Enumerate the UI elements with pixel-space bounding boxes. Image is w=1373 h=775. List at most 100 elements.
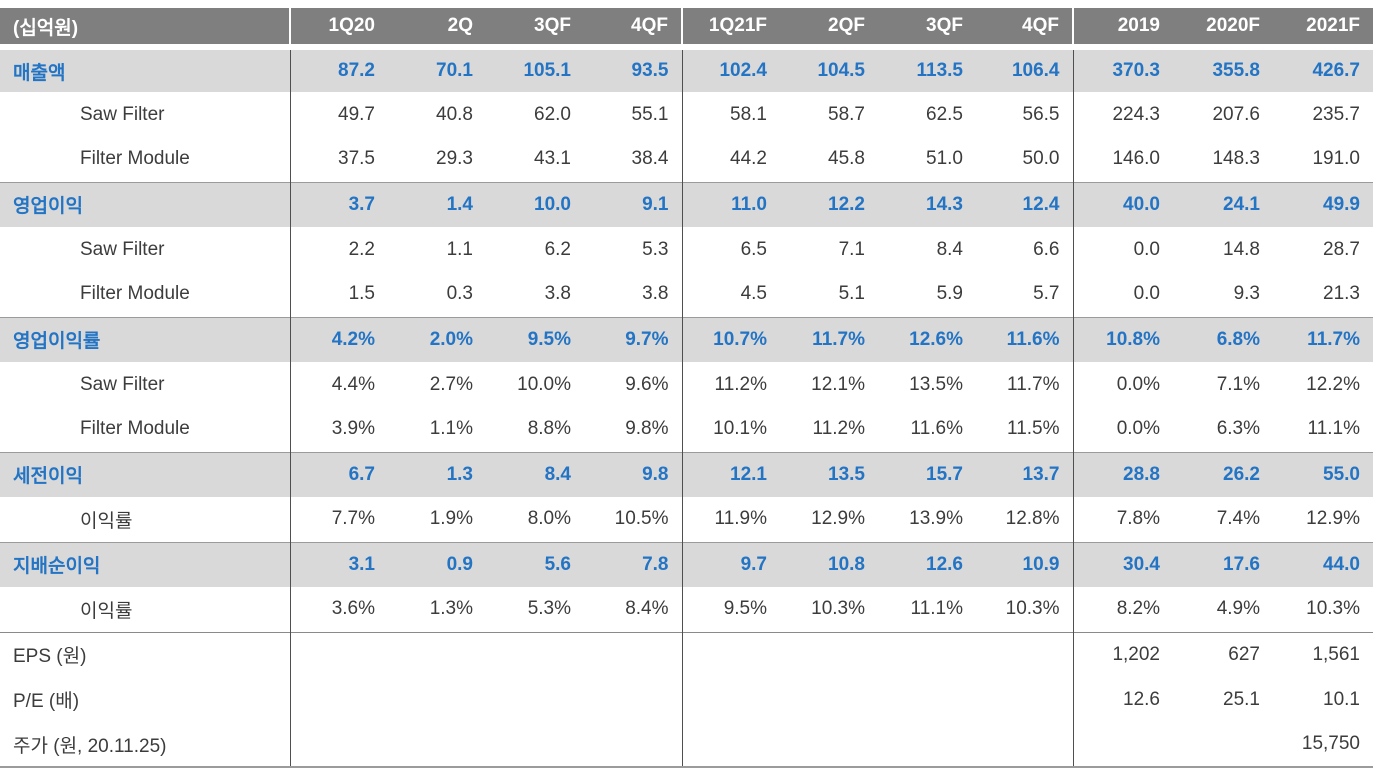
value-cell: 9.7 [681,541,780,587]
value-cell: 21.3 [1273,272,1373,317]
value-cell: 370.3 [1072,44,1173,92]
value-cell: 10.5% [584,497,682,542]
value-cell: 9.1 [584,181,682,227]
value-cell: 6.8% [1173,316,1273,362]
value-cell: 14.3 [878,181,976,227]
value-cell: 17.6 [1173,541,1273,587]
value-cell: 37.5 [289,137,388,182]
row-label: 지배순이익 [0,541,290,587]
value-cell [976,677,1073,722]
table-row: Saw Filter 2.2 1.1 6.2 5.3 6.5 7.1 8.4 6.6 0.0 14.… [0,227,1373,272]
value-cell: 105.1 [486,44,584,92]
value-cell: 11.7% [976,362,1073,407]
table-body: 매출액 87.2 70.1 105.1 93.5 102.4 104.5 113.5 106.4… [0,44,1373,768]
value-cell: 13.5 [780,451,878,497]
value-cell [780,677,878,722]
value-cell: 11.1% [1273,407,1373,452]
value-cell: 1,202 [1072,631,1173,677]
table-row: 지배순이익 3.1 0.9 5.6 7.8 9.7 10.8 12.6 10.9 30.4 17.6… [0,541,1373,587]
value-cell [388,677,486,722]
value-cell: 5.9 [878,272,976,317]
value-cell: 11.5% [976,407,1073,452]
value-cell: 40.8 [388,92,486,137]
value-cell: 58.1 [681,92,780,137]
value-cell [486,722,584,768]
header-row: (십억원) 1Q20 2Q 3QF 4QF 1Q21F 2QF 3QF 4QF … [0,8,1373,47]
value-cell: 10.0 [486,181,584,227]
value-cell: 9.3 [1173,272,1273,317]
value-cell: 102.4 [681,44,780,92]
value-cell: 10.3% [1273,587,1373,632]
value-cell: 6.3% [1173,407,1273,452]
col-header-2qf: 2QF [780,8,878,47]
value-cell: 55.1 [584,92,682,137]
value-cell: 56.5 [976,92,1073,137]
value-cell: 13.9% [878,497,976,542]
value-cell: 11.7% [780,316,878,362]
value-cell: 12.6% [878,316,976,362]
value-cell: 106.4 [976,44,1073,92]
row-label: 세전이익 [0,451,290,497]
value-cell: 12.9% [780,497,878,542]
value-cell: 11.2% [780,407,878,452]
value-cell: 207.6 [1173,92,1273,137]
value-cell: 15.7 [878,451,976,497]
value-cell: 44.0 [1273,541,1373,587]
value-cell: 2.7% [388,362,486,407]
table-row: 영업이익률 4.2% 2.0% 9.5% 9.7% 10.7% 11.7% 12.6% 11.6… [0,316,1373,362]
value-cell: 12.8% [976,497,1073,542]
value-cell: 12.2 [780,181,878,227]
value-cell: 11.6% [976,316,1073,362]
value-cell: 4.4% [289,362,388,407]
value-cell: 235.7 [1273,92,1373,137]
value-cell [289,722,388,768]
value-cell: 4.5 [681,272,780,317]
value-cell: 104.5 [780,44,878,92]
value-cell: 24.1 [1173,181,1273,227]
value-cell: 28.8 [1072,451,1173,497]
value-cell: 8.4 [486,451,584,497]
value-cell: 5.3 [584,227,682,272]
value-cell [681,722,780,768]
value-cell: 6.2 [486,227,584,272]
value-cell: 12.9% [1273,497,1373,542]
value-cell [780,722,878,768]
value-cell [1173,722,1273,768]
row-label: Filter Module [0,137,290,182]
value-cell: 0.0 [1072,272,1173,317]
value-cell: 1.4 [388,181,486,227]
value-cell [289,631,388,677]
value-cell: 40.0 [1072,181,1173,227]
value-cell: 7.4% [1173,497,1273,542]
value-cell: 0.0 [1072,227,1173,272]
value-cell [976,722,1073,768]
value-cell: 426.7 [1273,44,1373,92]
value-cell: 28.7 [1273,227,1373,272]
value-cell [388,631,486,677]
value-cell: 8.2% [1072,587,1173,632]
row-label: 매출액 [0,44,290,92]
value-cell: 7.1% [1173,362,1273,407]
value-cell: 1.3 [388,451,486,497]
value-cell: 45.8 [780,137,878,182]
value-cell: 70.1 [388,44,486,92]
value-cell: 0.9 [388,541,486,587]
value-cell: 11.6% [878,407,976,452]
value-cell: 30.4 [1072,541,1173,587]
row-label: 영업이익률 [0,316,290,362]
value-cell: 7.1 [780,227,878,272]
row-label: Saw Filter [0,362,290,407]
value-cell: 87.2 [289,44,388,92]
value-cell [486,631,584,677]
col-header-2021f: 2021F [1273,8,1373,47]
col-header-4qf: 4QF [584,8,682,47]
value-cell: 10.8% [1072,316,1173,362]
value-cell: 11.2% [681,362,780,407]
row-label: 이익률 [0,587,290,632]
value-cell: 10.7% [681,316,780,362]
value-cell: 38.4 [584,137,682,182]
value-cell [681,631,780,677]
value-cell: 10.0% [486,362,584,407]
table-row: 이익률 7.7% 1.9% 8.0% 10.5% 11.9% 12.9% 13.9% 12.8%… [0,497,1373,542]
